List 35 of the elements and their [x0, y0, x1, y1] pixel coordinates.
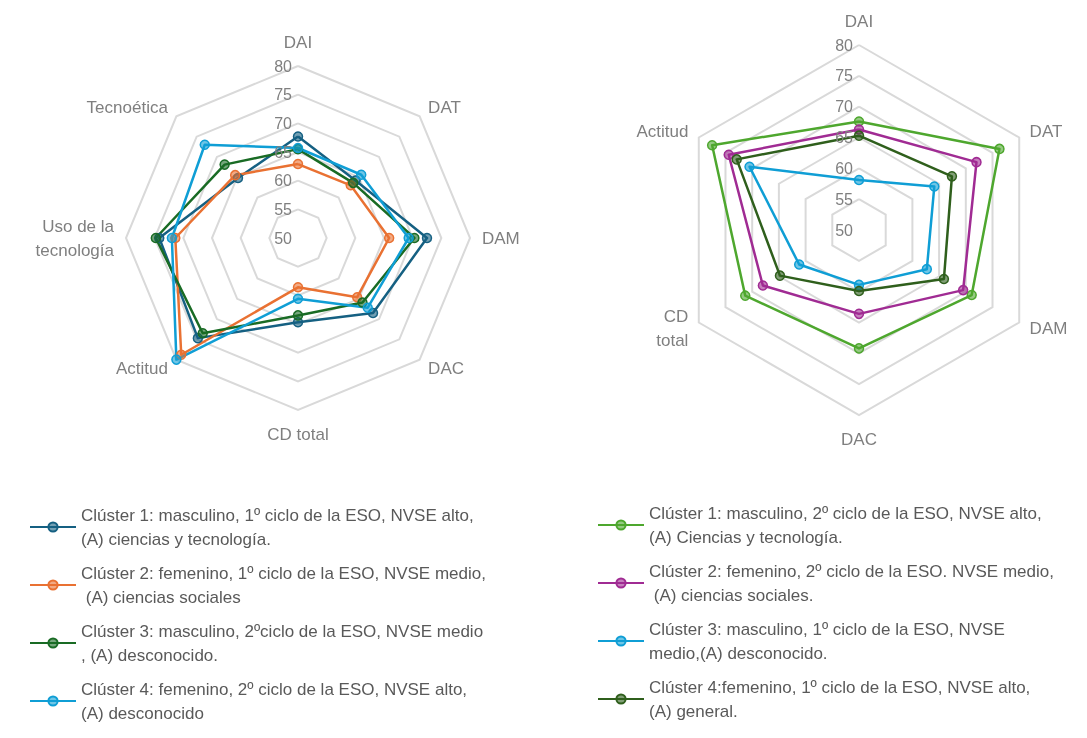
spoke-label: CD total	[267, 424, 329, 444]
y-tick-label: 55	[835, 190, 854, 208]
spoke-label: DAT	[1029, 122, 1063, 141]
y-tick-label: 50	[274, 229, 293, 247]
legend-label: Clúster 3: masculino, 1º ciclo de la ESO, NVSE medio,(A) desconocido.	[649, 619, 1010, 663]
y-tick-label: 65	[274, 143, 293, 161]
spoke-label: DAI	[844, 11, 874, 31]
y-tick-label: 70	[835, 98, 854, 116]
spoke-label: DAC	[841, 429, 877, 449]
y-tick-label: 50	[835, 221, 854, 239]
y-tick-label: 75	[274, 86, 293, 104]
spoke-label: Actitud	[115, 358, 168, 378]
y-tick-label: 75	[835, 67, 854, 85]
spoke-label: CD total	[656, 307, 689, 350]
legend-label: Clúster 3: masculino, 2ºciclo de la ESO, NVSE medio, (A) desconocido.	[81, 621, 484, 665]
y-tick-label: 80	[274, 57, 293, 75]
legend-label: Clúster 1: masculino, 2º ciclo de la ESO, NVSE alto, (A) Ciencias y tecnología.	[649, 503, 1047, 547]
legend-label: Clúster 4:femenino, 1º ciclo de la ESO, NVSE alto, (A) general.	[649, 677, 1036, 721]
spoke-label: Tecnoética	[86, 98, 169, 118]
legend-label: Clúster 1: masculino, 1º ciclo de la ESO, NVSE alto, (A) ciencias y tecnología.	[81, 505, 479, 549]
y-tick-label: 60	[274, 172, 293, 190]
spoke-label: Actitud	[636, 122, 689, 141]
spoke-label: DAC	[428, 358, 465, 378]
y-tick-label: 55	[274, 200, 293, 218]
legend-label: Clúster 4: femenino, 2º ciclo de la ESO, NVSE alto, (A) desconocido	[81, 679, 472, 723]
spoke-label: DAM	[482, 228, 520, 248]
legend-label: Clúster 2: femenino, 2º ciclo de la ESO. NVSE medio, (A) ciencias sociales.	[649, 561, 1054, 605]
y-tick-label: 60	[835, 159, 854, 177]
spoke-label: DAM	[1029, 319, 1068, 338]
y-tick-label: 70	[274, 114, 293, 132]
spoke-label: DAT	[428, 98, 461, 118]
spoke-label: Uso de la tecnología	[35, 216, 115, 260]
spoke-label: DAI	[283, 32, 313, 52]
y-tick-label: 80	[835, 36, 854, 54]
legend-label: Clúster 2: femenino, 1º ciclo de la ESO, NVSE medio, (A) ciencias sociales	[81, 563, 486, 607]
